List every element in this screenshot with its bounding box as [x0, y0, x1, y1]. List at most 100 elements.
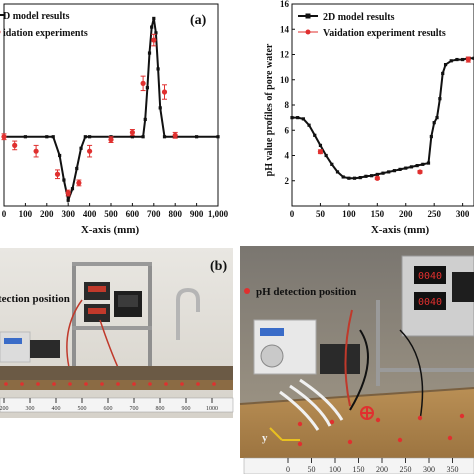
chart-left-experiment-point — [76, 180, 82, 186]
chart-right-series-line-model — [292, 57, 474, 180]
chart-left-model-point — [141, 135, 145, 139]
ph-detection-dot-left — [196, 382, 200, 386]
rack-right-bar — [376, 368, 474, 372]
chart-left-model-point — [51, 135, 55, 139]
chart-left-experiment-point — [172, 132, 178, 138]
chart-right-model-point — [426, 161, 431, 165]
rack-post-2 — [148, 262, 152, 380]
chart-left-xtick-label: 700 — [147, 209, 161, 219]
chart-right-model-point — [324, 153, 328, 158]
ruler-left-tick-label: 500 — [78, 406, 87, 412]
chart-left-model-point — [66, 198, 70, 202]
chart-left-model-point — [162, 135, 167, 139]
chart-right-model-point — [443, 63, 448, 67]
chart-right-model-point — [358, 175, 362, 180]
pump-right-head — [260, 344, 284, 368]
ruler-left-tick-label: 1000 — [206, 406, 218, 412]
chart-left-model-point — [45, 135, 49, 139]
ph-detection-dot-right — [297, 421, 303, 427]
chart-right-ytick-label: 14 — [280, 24, 290, 34]
chart-right-model-point — [429, 134, 433, 139]
ph-detection-dot-left — [4, 382, 8, 386]
chart-left-experiment-point — [65, 190, 71, 196]
chart-left-model-point — [130, 135, 134, 139]
chart-left-model-point — [147, 51, 152, 55]
chart-right-model-point — [352, 176, 357, 180]
chart-right-model-point — [455, 57, 459, 62]
chart-left-xtick-label: 600 — [126, 209, 140, 219]
chart-left-model-point — [70, 187, 75, 191]
ph-detection-dot-right — [347, 439, 353, 445]
photo-right-legend: pH detection position — [256, 286, 356, 298]
chart-right: 0 50 100 150 200 250 300 2 4 6 8 10 12 14 16 2D model … — [264, 0, 474, 236]
chart-right-experiment-point — [417, 169, 423, 175]
chart-right-xtick-label: 200 — [399, 209, 413, 219]
ruler-right-tick-label: 350 — [447, 465, 459, 474]
chart-left-model-point — [88, 135, 92, 139]
chart-left-model-point — [83, 135, 87, 139]
rack-post-1 — [72, 262, 76, 380]
chart-left-model-point — [150, 25, 154, 29]
chart-left-model-point — [75, 166, 79, 171]
ruler-left-tick-label: 300 — [26, 406, 35, 412]
chart-right-model-point — [375, 172, 379, 177]
legend-label-exp-right: Vaidation experiment results — [323, 28, 446, 39]
chart-right-experiment-point — [374, 175, 380, 181]
photo-left: 200 300 400 500 600 700 800 900 1000 (b) tection… — [0, 248, 234, 418]
tube-2 — [289, 384, 332, 427]
ruler-right-tick-label: 200 — [376, 465, 388, 474]
chart-right-model-point — [435, 116, 439, 120]
chart-right-model-point — [381, 171, 385, 175]
chart-right-ytick-label: 16 — [280, 0, 290, 9]
chart-left-model-point — [143, 117, 147, 122]
chart-right-model-point — [307, 123, 311, 127]
chart-right-model-point — [449, 59, 453, 63]
ruler-right-tick-label: 100 — [329, 465, 341, 474]
tube-1 — [299, 378, 344, 421]
chart-right-model-point — [364, 174, 368, 178]
chart-right-model-point — [392, 169, 396, 173]
chart-right-model-point — [318, 143, 323, 147]
chart-left-model-point — [154, 31, 158, 35]
ph-detection-dot-left — [68, 382, 72, 386]
chart-left-model-point — [62, 178, 66, 182]
photo-right: 0040 0040 y 0 50 100 150 200 250 300 350 — [239, 246, 474, 474]
chart-right-xtick-label: 150 — [371, 209, 385, 219]
photo-right-legend-marker — [244, 288, 250, 294]
legend-marker-exp-right — [305, 29, 311, 35]
ph-detection-dot-left — [100, 382, 104, 386]
chart-left-series-line-model — [4, 18, 218, 204]
chart-right-model-point — [441, 71, 445, 76]
ph-detection-dot-left — [116, 382, 120, 386]
ph-detection-dot-right — [447, 435, 453, 441]
ph-detection-dot-left — [52, 382, 56, 386]
probe-wire-1 — [349, 329, 369, 411]
tube-3 — [279, 390, 320, 431]
chart-left: 0 100 200 300 400 500 600 700 800 900 1,000 (a) D … — [0, 3, 229, 236]
chart-right-model-point — [290, 116, 294, 120]
pump-box-left — [0, 331, 31, 363]
chart-left-model-point — [145, 86, 149, 90]
legend-marker-model-right — [305, 13, 311, 19]
rack-right-post — [376, 300, 380, 386]
chart-left-xtick-label: 100 — [19, 209, 33, 219]
chart-left-model-point — [152, 16, 156, 21]
chart-left-model-point — [79, 146, 83, 150]
chart-right-model-point — [461, 57, 465, 62]
faucet — [176, 287, 200, 340]
chart-right-model-point — [370, 174, 374, 178]
chart-right-model-point — [421, 162, 425, 166]
chart-left-experiment-point — [108, 137, 114, 143]
photo-left-bg — [0, 248, 233, 418]
chart-left-xtick-label: 400 — [83, 209, 97, 219]
pump-display-left — [4, 338, 22, 344]
ruler-right-tick-label: 150 — [353, 465, 365, 474]
chart-left-experiment-point — [87, 148, 93, 154]
legend-right: 2D model results Vaidation experiment re… — [298, 12, 446, 39]
ph-detection-dot-left — [20, 382, 24, 386]
ph-detection-dot-left — [164, 382, 168, 386]
axis-arrow-y — [269, 427, 283, 441]
ph-detection-dot-left — [148, 382, 152, 386]
rack-bar — [72, 262, 152, 266]
